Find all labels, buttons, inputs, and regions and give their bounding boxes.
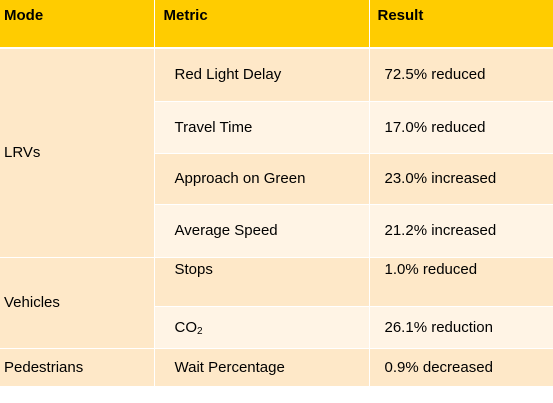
result-cell: 17.0% reduced — [369, 101, 553, 154]
result-cell: 1.0% reduced — [369, 257, 553, 307]
table-row: Average Speed 21.2% increased — [0, 204, 553, 258]
column-header-metric: Metric — [154, 0, 370, 49]
table-row: Pedestrians Wait Percentage 0.9% decreas… — [0, 348, 553, 387]
metric-cell: Travel Time — [154, 101, 370, 154]
metric-cell-co2: CO2 — [154, 306, 370, 349]
result-cell: 21.2% increased — [369, 204, 553, 258]
column-header-mode: Mode — [0, 0, 155, 49]
metric-cell: Red Light Delay — [154, 48, 370, 102]
table-row: LRVs Red Light Delay 72.5% reduced — [0, 48, 553, 258]
table-row: Approach on Green 23.0% increased — [0, 153, 553, 205]
result-cell: 26.1% reduction — [369, 306, 553, 349]
results-table: Mode Metric Result LRVs Red Light Delay … — [0, 0, 553, 387]
metric-cell: Approach on Green — [154, 153, 370, 205]
table-row: CO2 26.1% reduction — [0, 306, 553, 349]
metric-cell: Wait Percentage — [154, 348, 370, 387]
result-cell: 0.9% decreased — [369, 348, 553, 387]
metric-cell: Average Speed — [154, 204, 370, 258]
table-header-row: Mode Metric Result — [0, 0, 553, 49]
table-row: Vehicles Stops 1.0% reduced — [0, 257, 553, 349]
co2-label: CO — [174, 318, 198, 336]
mode-cell-lrvs: LRVs — [0, 48, 155, 258]
result-cell: 23.0% increased — [369, 153, 553, 205]
column-header-result: Result — [369, 0, 553, 49]
metric-cell: Stops — [154, 257, 370, 307]
result-cell: 72.5% reduced — [369, 48, 553, 102]
mode-cell-pedestrians: Pedestrians — [0, 348, 155, 387]
mode-cell-vehicles: Vehicles — [0, 257, 155, 349]
table-row: Travel Time 17.0% reduced — [0, 101, 553, 154]
co2-subscript: 2 — [197, 325, 203, 337]
